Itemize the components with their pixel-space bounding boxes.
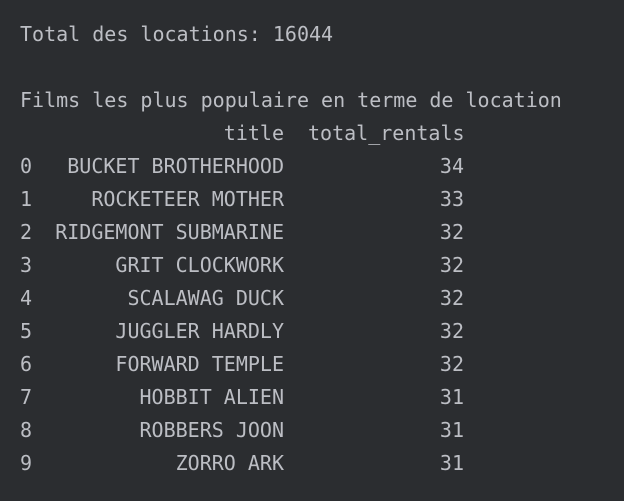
row-title: SCALAWAG DUCK <box>127 286 284 310</box>
row-index: 7 <box>20 385 33 409</box>
total-rentals-line: Total des locations: 16044 <box>20 22 334 46</box>
table-row: 1 ROCKETEER MOTHER 33 <box>0 183 624 216</box>
row-index: 6 <box>20 352 33 376</box>
row-total-rentals: 34 <box>439 154 464 178</box>
table-row: 6 FORWARD TEMPLE 32 <box>0 348 624 381</box>
row-title: JUGGLER HARDLY <box>115 319 284 343</box>
row-title: BUCKET BROTHERHOOD <box>67 154 284 178</box>
column-header-title: title <box>223 121 284 145</box>
table-row: 0 BUCKET BROTHERHOOD 34 <box>0 150 624 183</box>
row-total-rentals: 31 <box>439 418 464 442</box>
row-index: 1 <box>20 187 33 211</box>
row-title: RIDGEMONT SUBMARINE <box>55 220 284 244</box>
table-row: 3 GRIT CLOCKWORK 32 <box>0 249 624 282</box>
table-row: 9 ZORRO ARK 31 <box>0 447 624 480</box>
column-header-total-rentals: total_rentals <box>308 121 465 145</box>
row-index: 4 <box>20 286 33 310</box>
table-row: 2 RIDGEMONT SUBMARINE 32 <box>0 216 624 249</box>
row-title: ROCKETEER MOTHER <box>91 187 284 211</box>
row-total-rentals: 32 <box>439 220 464 244</box>
row-title: ROBBERS JOON <box>139 418 285 442</box>
row-total-rentals: 32 <box>439 319 464 343</box>
row-title: HOBBIT ALIEN <box>139 385 285 409</box>
row-total-rentals: 32 <box>439 352 464 376</box>
row-index: 0 <box>20 154 33 178</box>
row-total-rentals: 32 <box>439 286 464 310</box>
row-index: 3 <box>20 253 33 277</box>
table-row: 4 SCALAWAG DUCK 32 <box>0 282 624 315</box>
row-title: ZORRO ARK <box>175 451 284 475</box>
row-index: 5 <box>20 319 33 343</box>
table-row: 5 JUGGLER HARDLY 32 <box>0 315 624 348</box>
row-total-rentals: 33 <box>439 187 464 211</box>
row-index: 8 <box>20 418 33 442</box>
table-row: 8 ROBBERS JOON 31 <box>0 414 624 447</box>
row-index: 9 <box>20 451 33 475</box>
row-total-rentals: 32 <box>439 253 464 277</box>
row-title: FORWARD TEMPLE <box>115 352 284 376</box>
row-index: 2 <box>20 220 33 244</box>
table-row: 7 HOBBIT ALIEN 31 <box>0 381 624 414</box>
popular-films-heading: Films les plus populaire en terme de loc… <box>20 88 562 112</box>
row-total-rentals: 31 <box>439 385 464 409</box>
row-title: GRIT CLOCKWORK <box>115 253 284 277</box>
row-total-rentals: 31 <box>439 451 464 475</box>
